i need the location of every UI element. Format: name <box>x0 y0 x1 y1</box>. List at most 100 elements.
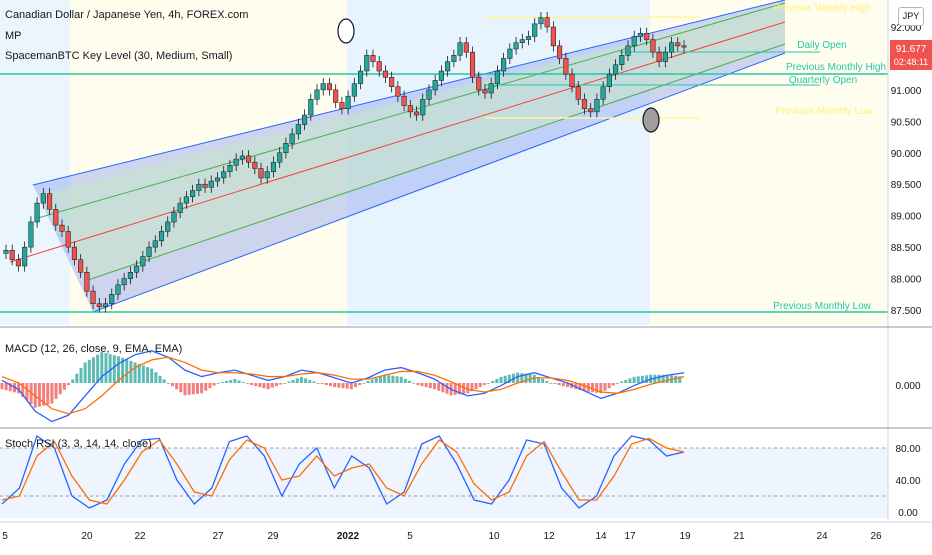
candle-body[interactable] <box>246 155 252 163</box>
candle-body[interactable] <box>333 89 339 103</box>
candle-body[interactable] <box>40 193 46 204</box>
candle-body[interactable] <box>376 61 382 72</box>
macd-title[interactable]: MACD (12, 26, close, 9, EMA, EMA) <box>5 343 183 355</box>
candle-body[interactable] <box>389 77 395 87</box>
candle-body[interactable] <box>457 42 463 56</box>
candle-body[interactable] <box>264 171 270 179</box>
candle-body[interactable] <box>637 33 644 37</box>
candle-body[interactable] <box>134 265 140 273</box>
candle-body[interactable] <box>451 55 457 62</box>
candle-body[interactable] <box>557 45 563 59</box>
candle-body[interactable] <box>501 58 507 72</box>
candle-body[interactable] <box>239 155 245 160</box>
candle-body[interactable] <box>202 183 208 188</box>
candle-body[interactable] <box>109 294 115 304</box>
candle-body[interactable] <box>165 221 171 232</box>
candle-body[interactable] <box>364 55 370 72</box>
candle-body[interactable] <box>127 272 133 279</box>
candle-body[interactable] <box>382 70 388 78</box>
channel-inner-lower[interactable] <box>87 43 786 281</box>
candle-body[interactable] <box>550 26 556 47</box>
candle-body[interactable] <box>669 42 675 53</box>
candle-body[interactable] <box>538 17 544 25</box>
candle-body[interactable] <box>227 165 233 172</box>
candle-body[interactable] <box>196 183 202 191</box>
candle-body[interactable] <box>631 36 637 47</box>
candle-body[interactable] <box>563 58 569 75</box>
candle-body[interactable] <box>401 95 407 106</box>
key-level-label[interactable]: Quarterly Open <box>789 75 857 86</box>
candle-body[interactable] <box>656 51 662 62</box>
candle-body[interactable] <box>146 246 152 257</box>
channel-median-line[interactable] <box>9 21 786 263</box>
candle-body[interactable] <box>140 256 146 267</box>
candle-body[interactable] <box>308 99 314 116</box>
currency-button[interactable]: JPY <box>898 7 924 26</box>
candle-body[interactable] <box>53 209 59 226</box>
candle-body[interactable] <box>420 99 426 116</box>
candle-body[interactable] <box>544 17 550 28</box>
candle-body[interactable] <box>445 61 451 72</box>
key-level-label[interactable]: Previous Monthly High <box>786 62 886 73</box>
candle-body[interactable] <box>252 161 258 169</box>
channel-upper-line[interactable] <box>32 0 786 186</box>
candle-body[interactable] <box>183 196 189 204</box>
candle-body[interactable] <box>258 168 264 179</box>
key-level-label[interactable]: Previous Weekly High <box>773 3 871 14</box>
candle-body[interactable] <box>625 45 631 56</box>
candle-body[interactable] <box>345 95 351 110</box>
candle-body[interactable] <box>569 73 575 87</box>
candle-body[interactable] <box>102 303 109 308</box>
candle-body[interactable] <box>283 143 289 154</box>
annotation-circle-filled[interactable] <box>642 107 660 133</box>
candle-body[interactable] <box>233 158 239 166</box>
candle-body[interactable] <box>96 303 102 308</box>
candle-body[interactable] <box>600 86 606 100</box>
candle-body[interactable] <box>675 42 681 47</box>
candle-body[interactable] <box>358 70 364 84</box>
candle-body[interactable] <box>432 80 438 91</box>
channel-lower-line[interactable] <box>92 52 786 313</box>
candle-body[interactable] <box>28 221 34 248</box>
candle-body[interactable] <box>494 70 500 84</box>
candle-body[interactable] <box>326 83 332 91</box>
candle-body[interactable] <box>488 83 494 94</box>
candle-body[interactable] <box>115 284 121 295</box>
candle-body[interactable] <box>78 259 84 273</box>
candle-body[interactable] <box>208 180 214 188</box>
candle-body[interactable] <box>395 86 401 97</box>
stoch-title[interactable]: Stoch RSI (3, 3, 14, 14, close) <box>5 438 152 450</box>
candle-body[interactable] <box>644 33 650 40</box>
candle-body[interactable] <box>613 64 619 75</box>
candle-body[interactable] <box>15 259 21 267</box>
candle-body[interactable] <box>339 102 345 110</box>
candle-body[interactable] <box>177 202 183 213</box>
candle-body[interactable] <box>681 45 687 48</box>
candle-body[interactable] <box>438 70 444 81</box>
candle-body[interactable] <box>9 250 15 260</box>
symbol-title[interactable]: Canadian Dollar / Japanese Yen, 4h, FORE… <box>5 9 249 21</box>
candle-body[interactable] <box>619 55 625 65</box>
candle-body[interactable] <box>594 99 600 113</box>
candle-body[interactable] <box>588 108 594 113</box>
key-level-label[interactable]: Previous Monthly Low <box>773 301 872 312</box>
key-level-label[interactable]: Daily Open <box>797 40 846 51</box>
candle-body[interactable] <box>525 36 532 40</box>
candle-body[interactable] <box>289 133 295 144</box>
candle-body[interactable] <box>575 86 581 100</box>
candle-body[interactable] <box>413 111 420 116</box>
candle-body[interactable] <box>320 83 326 91</box>
candle-body[interactable] <box>513 42 519 50</box>
candle-body[interactable] <box>295 124 301 135</box>
candle-body[interactable] <box>469 51 476 78</box>
candle-body[interactable] <box>507 48 513 59</box>
candle-body[interactable] <box>22 246 28 267</box>
candle-body[interactable] <box>158 231 165 242</box>
candle-body[interactable] <box>190 190 196 198</box>
candle-body[interactable] <box>71 246 77 260</box>
candle-body[interactable] <box>84 272 90 292</box>
candle-body[interactable] <box>370 55 376 62</box>
candle-body[interactable] <box>314 89 320 100</box>
candle-body[interactable] <box>476 77 482 91</box>
